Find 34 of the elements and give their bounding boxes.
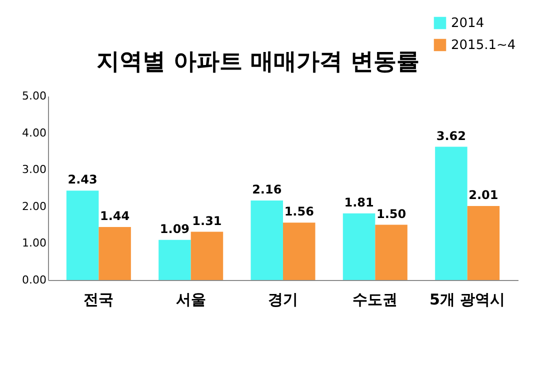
data-label: 1.44 xyxy=(100,209,130,224)
data-label: 2.43 xyxy=(68,172,98,187)
bar xyxy=(98,227,131,280)
bar xyxy=(467,206,500,280)
bar xyxy=(342,213,376,280)
data-label: 2.01 xyxy=(468,188,498,202)
data-label: 2.16 xyxy=(252,182,282,197)
bar xyxy=(283,222,316,280)
data-label: 1.50 xyxy=(376,206,406,221)
bar xyxy=(66,190,99,280)
x-tick-label: 전국 xyxy=(84,290,114,308)
bar xyxy=(375,224,408,280)
y-tick-label: 4.00 xyxy=(22,126,46,140)
data-label: 1.81 xyxy=(344,195,374,210)
data-label: 1.09 xyxy=(160,222,190,236)
y-tick-label: 5.00 xyxy=(22,90,46,102)
y-tick-label: 0.00 xyxy=(22,274,46,286)
bar xyxy=(250,200,283,280)
bar xyxy=(435,146,468,280)
y-tick-label: 2.00 xyxy=(22,200,46,213)
x-tick-label: 수도권 xyxy=(352,290,398,308)
x-tick-label: 서울 xyxy=(176,290,206,308)
y-tick-label: 1.00 xyxy=(22,236,46,250)
bar xyxy=(190,232,224,280)
legend-label: 2014 xyxy=(451,16,484,31)
data-label: 1.56 xyxy=(284,204,314,219)
x-tick-label: 5개 광역시 xyxy=(429,290,506,308)
x-tick-label: 경기 xyxy=(268,290,298,308)
data-label: 1.31 xyxy=(192,214,222,228)
bar xyxy=(158,240,191,280)
chart-title: 지역별 아파트 매매가격 변동률 xyxy=(96,49,420,75)
legend-label: 2015.1~4 xyxy=(451,38,516,53)
y-tick-label: 3.00 xyxy=(22,163,46,176)
data-label: 3.62 xyxy=(436,128,466,143)
